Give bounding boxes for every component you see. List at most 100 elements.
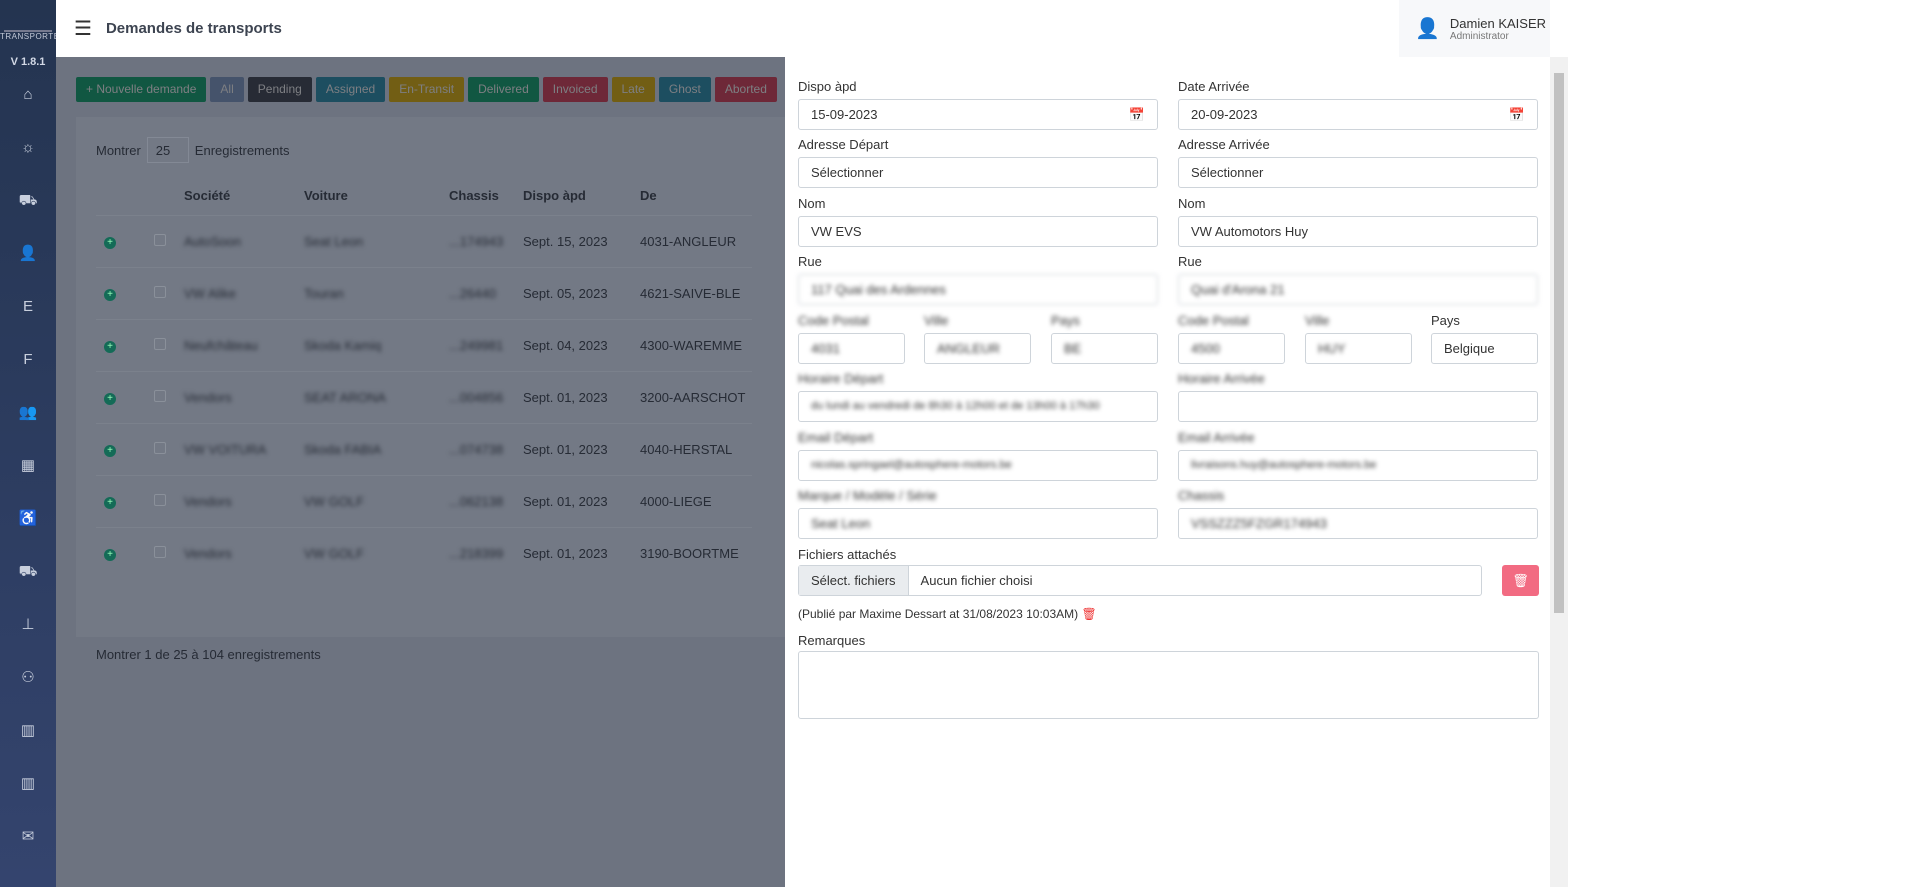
wheelchair-icon[interactable]: ♿: [18, 510, 38, 527]
filter-aborted-button[interactable]: Aborted: [714, 77, 777, 102]
adresse-depart-select[interactable]: Adresse Départ Sélectionner: [798, 137, 1158, 188]
arrivee-field[interactable]: Date Arrivée 20-09-2023 📅: [1178, 79, 1538, 130]
truck-icon[interactable]: ⛟: [18, 563, 38, 580]
filter-ghost-button[interactable]: Ghost: [658, 77, 711, 102]
filter-all-button[interactable]: All: [210, 77, 244, 102]
value[interactable]: VW Automotors Huy: [1191, 224, 1309, 239]
table-row[interactable]: + Vendors SEAT ARONA ...004856 Sept. 01, 202…: [96, 370, 752, 423]
cp-depart-field[interactable]: Code Postal 4031: [798, 313, 905, 364]
ville-arrivee-field[interactable]: Ville HUY: [1305, 313, 1412, 364]
adresse-arrivee-select[interactable]: Adresse Arrivée Sélectionner: [1178, 137, 1538, 188]
table-row[interactable]: + VW Alike Touran ...26440 Sept. 05, 2023 462…: [96, 266, 752, 319]
value[interactable]: 117 Quai des Ardennes: [811, 282, 946, 297]
value[interactable]: HUY: [1318, 341, 1346, 356]
rue-depart-field[interactable]: Rue 117 Quai des Ardennes: [798, 254, 1158, 305]
filter-invoiced-button[interactable]: Invoiced: [542, 77, 608, 102]
map-icon[interactable]: ▥: [20, 775, 36, 792]
value[interactable]: Belgique: [1444, 341, 1495, 356]
expand-icon[interactable]: +: [104, 289, 116, 301]
value[interactable]: VSSZZZ5FZGR174943: [1191, 516, 1327, 531]
table-row[interactable]: + VW VOITURA Skoda FABIA ...074738 Sept. 01,…: [96, 422, 752, 475]
value[interactable]: 20-09-2023: [1191, 107, 1258, 122]
cp-arrivee-field[interactable]: Code Postal 4500: [1178, 313, 1285, 364]
value[interactable]: Sélectionner: [1191, 165, 1264, 180]
expand-icon[interactable]: +: [104, 497, 116, 509]
user-menu[interactable]: 👤 Damien KAISER Administrator: [1399, 0, 1550, 57]
trash-icon[interactable]: 🗑: [1081, 607, 1097, 621]
expand-icon[interactable]: +: [104, 393, 116, 405]
value[interactable]: 4031: [811, 341, 840, 356]
file-input[interactable]: Sélect. fichiers Aucun fichier choisi: [798, 565, 1482, 596]
filter-assigned-button[interactable]: Assigned: [315, 77, 386, 102]
map-icon[interactable]: ▥: [20, 722, 36, 739]
col-societe[interactable]: Société: [184, 188, 231, 204]
filter-late-button[interactable]: Late: [611, 77, 655, 102]
user-icon[interactable]: 👤: [18, 245, 38, 262]
value[interactable]: VW EVS: [811, 224, 862, 239]
row-checkbox[interactable]: [154, 337, 166, 350]
delete-button[interactable]: 🗑: [1502, 565, 1539, 596]
pays-depart-field[interactable]: Pays BE: [1051, 313, 1158, 364]
letter-f-icon[interactable]: F: [23, 351, 33, 368]
nom-arrivee-field[interactable]: Nom VW Automotors Huy: [1178, 196, 1538, 247]
select-files-button[interactable]: Sélect. fichiers: [799, 566, 909, 595]
dispo-field[interactable]: Dispo àpd 15-09-2023 📅: [798, 79, 1158, 130]
expand-icon[interactable]: +: [104, 549, 116, 562]
nom-depart-field[interactable]: Nom VW EVS: [798, 196, 1158, 247]
menu-icon[interactable]: ☰: [74, 18, 92, 40]
calendar-icon[interactable]: 📅: [1128, 107, 1145, 122]
sitemap-icon[interactable]: ⊥: [21, 616, 35, 633]
filter-nouvelledemande-button[interactable]: + Nouvelle demande: [76, 77, 207, 102]
value[interactable]: nicolas.springael@autosphere-motors.be: [811, 459, 1012, 471]
filter-entransit-button[interactable]: En-Transit: [389, 77, 465, 102]
filter-delivered-button[interactable]: Delivered: [468, 77, 539, 102]
col-chassis[interactable]: Chassis: [449, 188, 499, 204]
table-row[interactable]: + Vendors VW GOLF ...062138 Sept. 01, 2023 40…: [96, 474, 752, 527]
value[interactable]: 4500: [1191, 341, 1220, 356]
page-size-select[interactable]: 25: [146, 137, 189, 163]
horaire-arrivee-field[interactable]: Horaire Arrivée: [1178, 371, 1538, 422]
value[interactable]: 15-09-2023: [811, 107, 878, 122]
ville-depart-field[interactable]: Ville ANGLEUR: [924, 313, 1031, 364]
row-checkbox[interactable]: [154, 493, 166, 506]
rue-arrivee-field[interactable]: Rue Quai d'Arona 21: [1178, 254, 1538, 305]
value[interactable]: Quai d'Arona 21: [1191, 282, 1285, 297]
table-row[interactable]: + Neufchâteau Skoda Kamiq ...249981 Sept. 04…: [96, 318, 752, 371]
row-checkbox[interactable]: [154, 285, 166, 298]
email-arrivee-field[interactable]: Email Arrivée livraisons.huy@autosphere-m…: [1178, 430, 1538, 481]
col-voiture[interactable]: Voiture: [304, 188, 348, 204]
filter-pending-button[interactable]: Pending: [247, 77, 312, 102]
value[interactable]: ANGLEUR: [937, 341, 1000, 356]
expand-icon[interactable]: +: [104, 237, 116, 249]
calendar-icon[interactable]: 📅: [1508, 107, 1525, 122]
col-dispo[interactable]: Dispo àpd: [523, 188, 586, 204]
expand-icon[interactable]: +: [104, 445, 116, 457]
value[interactable]: Seat Leon: [811, 516, 871, 531]
scrollbar[interactable]: [1550, 57, 1568, 887]
expand-icon[interactable]: +: [104, 341, 116, 353]
value[interactable]: livraisons.huy@autosphere-motors.be: [1191, 459, 1377, 471]
row-checkbox[interactable]: [154, 441, 166, 454]
truck-icon[interactable]: ⛟: [18, 192, 38, 209]
table-row[interactable]: + Vendors VW GOLF ...218399 Sept. 01, 2023 31…: [96, 526, 752, 579]
table-row[interactable]: + AutoSoon Seat Leon ...174943 Sept. 15, 202…: [96, 214, 752, 267]
pays-arrivee-field[interactable]: Pays Belgique: [1431, 313, 1538, 364]
users-icon[interactable]: 👥: [18, 404, 38, 421]
remarks-textarea[interactable]: [798, 651, 1539, 719]
letter-e-icon[interactable]: E: [22, 298, 33, 315]
row-checkbox[interactable]: [154, 389, 166, 402]
main-dimmed-backdrop[interactable]: + Nouvelle demande All Pending Assigned En-T…: [56, 57, 785, 887]
email-depart-field[interactable]: Email Départ nicolas.springael@autosphere…: [798, 430, 1158, 481]
calendar-icon[interactable]: ▦: [20, 457, 36, 474]
group-icon[interactable]: ⚇: [21, 669, 35, 686]
mail-icon[interactable]: ✉: [21, 828, 35, 845]
home-icon[interactable]: ⌂: [23, 86, 33, 103]
lightbulb-icon[interactable]: ☼: [21, 139, 35, 156]
marque-field[interactable]: Marque / Modèle / Série Seat Leon: [798, 488, 1158, 539]
row-checkbox[interactable]: [154, 545, 166, 558]
value[interactable]: du lundi au vendredi de 8h30 à 12h00 et …: [811, 400, 1100, 412]
row-checkbox[interactable]: [154, 233, 166, 246]
value[interactable]: Sélectionner: [811, 165, 884, 180]
horaire-depart-field[interactable]: Horaire Départ du lundi au vendredi de 8h…: [798, 371, 1158, 422]
col-de[interactable]: De: [640, 188, 657, 204]
